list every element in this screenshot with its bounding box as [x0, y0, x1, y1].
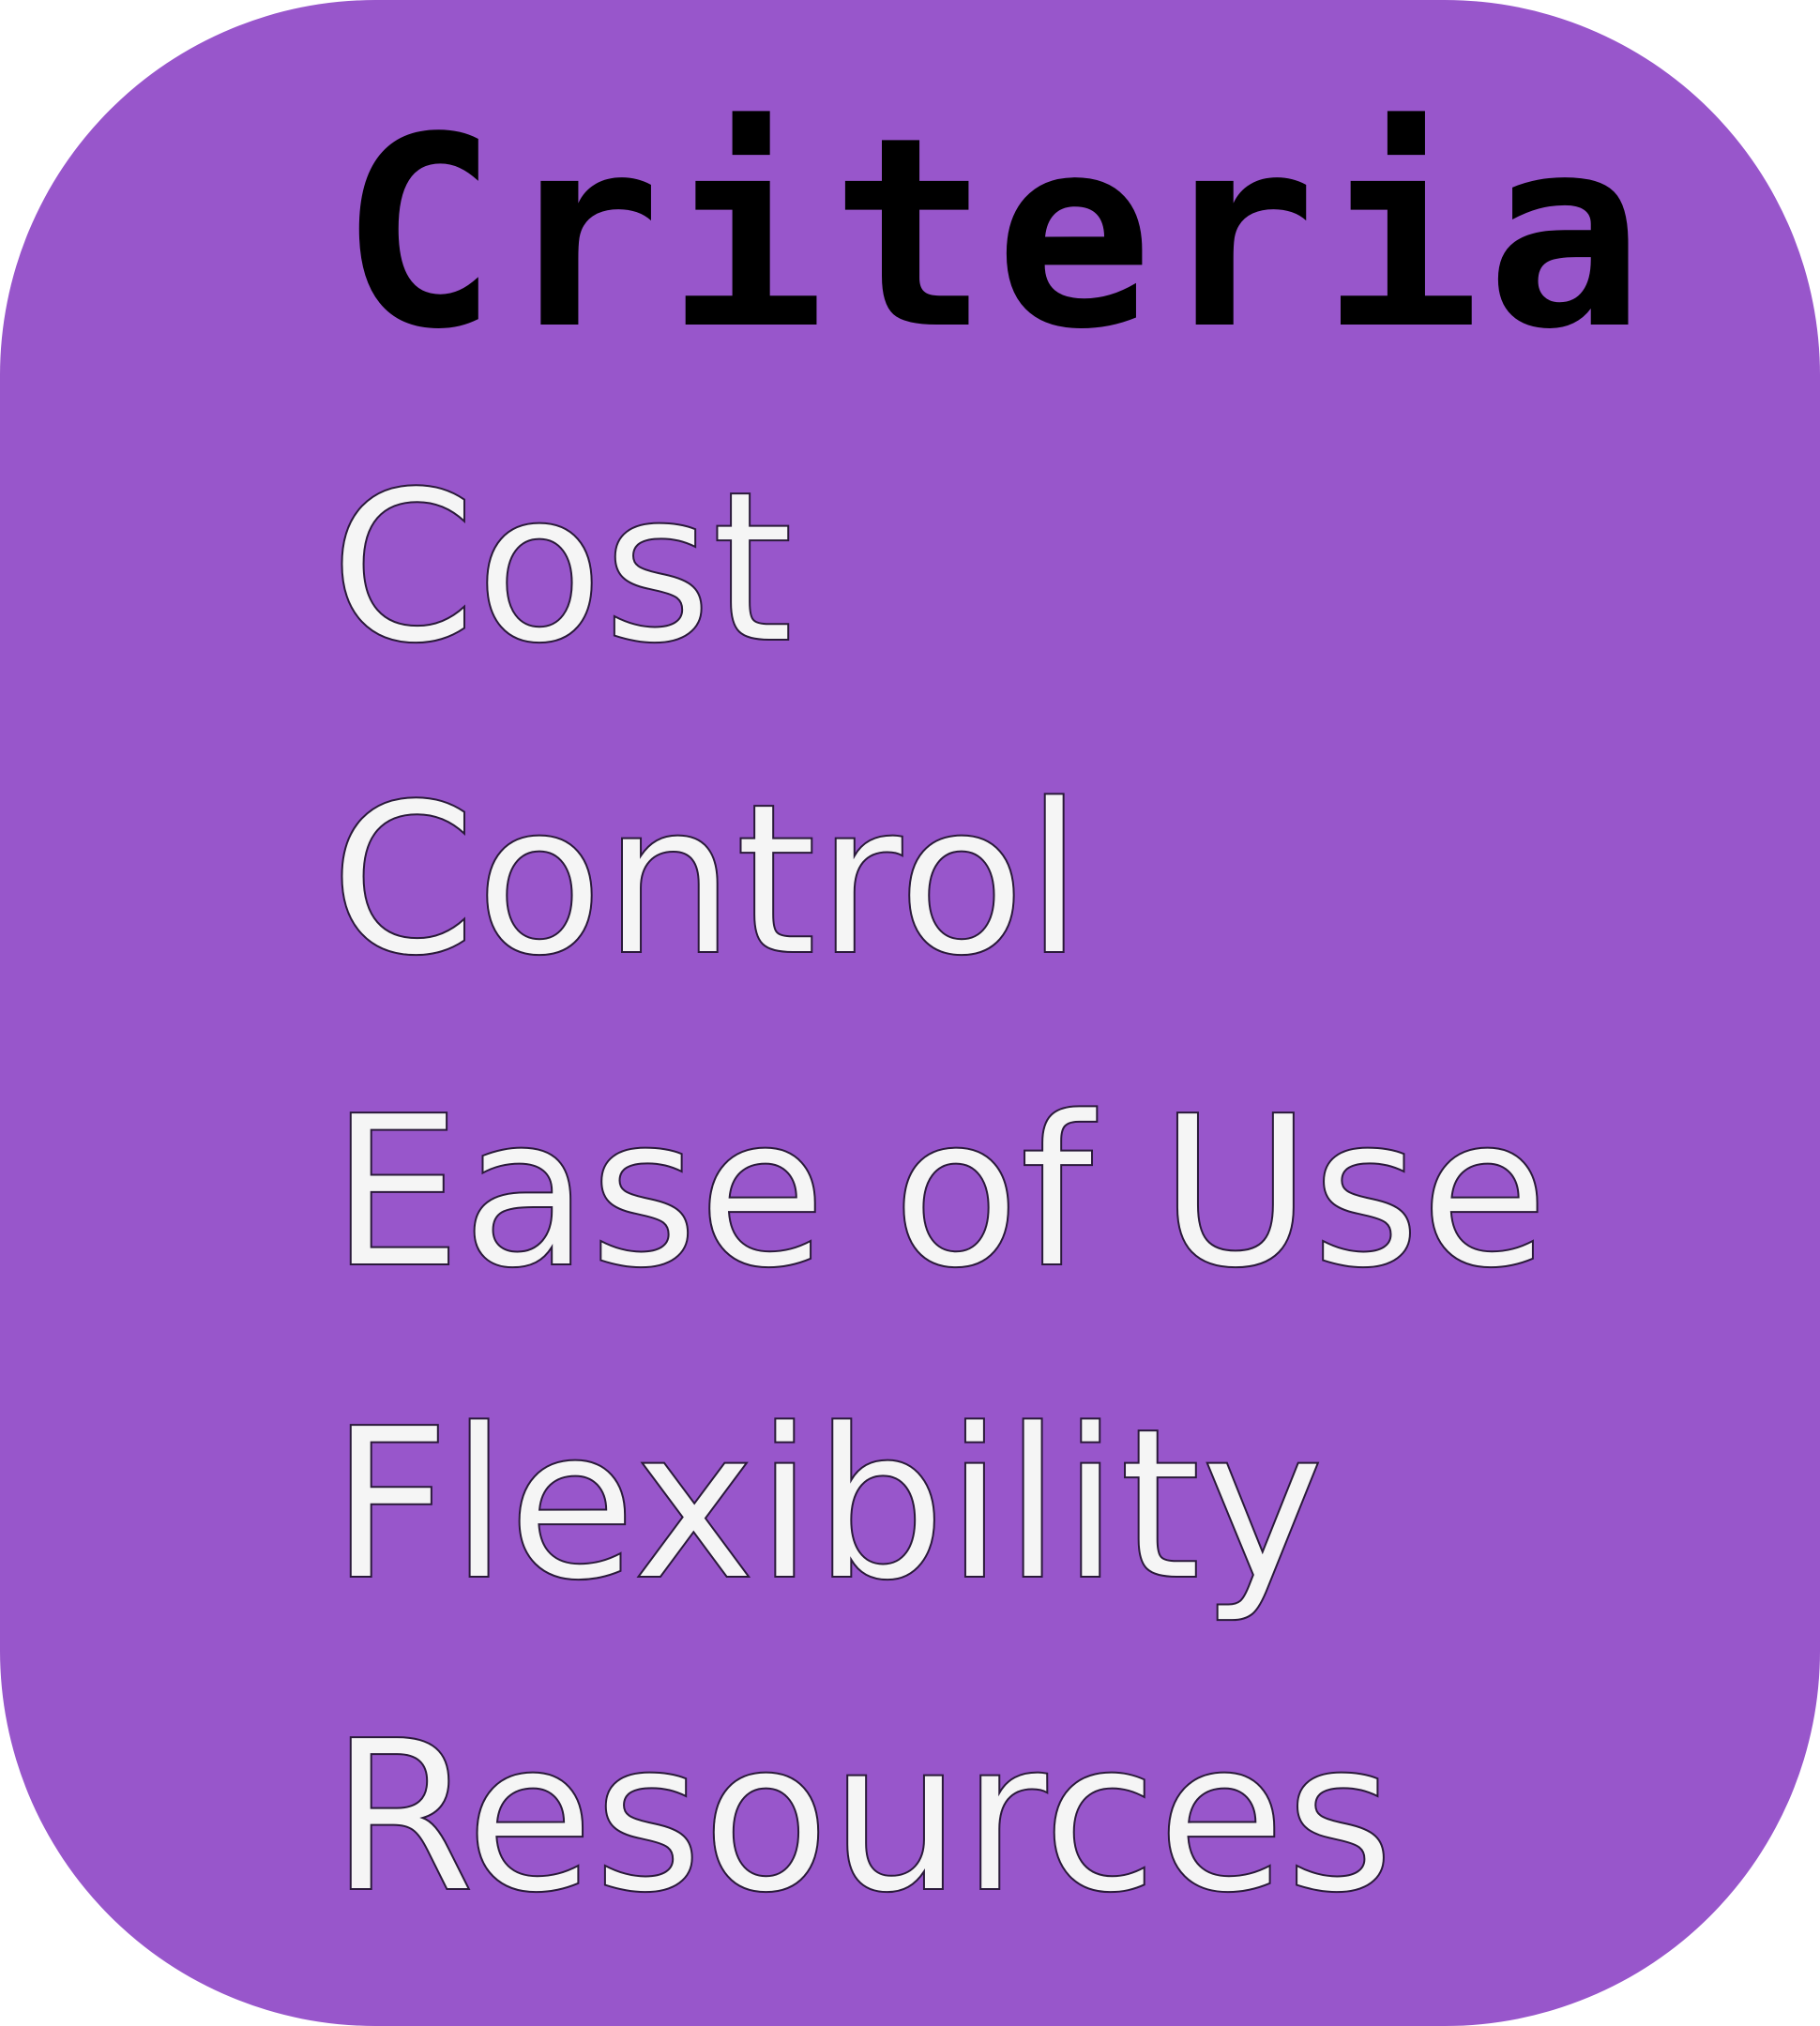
criteria-heading: Criteria [340, 82, 1650, 387]
criteria-item-ease-of-use: Ease of Use [329, 1071, 1549, 1315]
criteria-item-resources: Resources [329, 1696, 1395, 1940]
criteria-item-cost: Cost [329, 446, 795, 690]
criteria-item-control: Control [329, 759, 1084, 1003]
criteria-item-flexibility: Flexibility [329, 1383, 1326, 1627]
criteria-list: Cost Control Ease of Use Flexibility Res… [329, 413, 1549, 1974]
